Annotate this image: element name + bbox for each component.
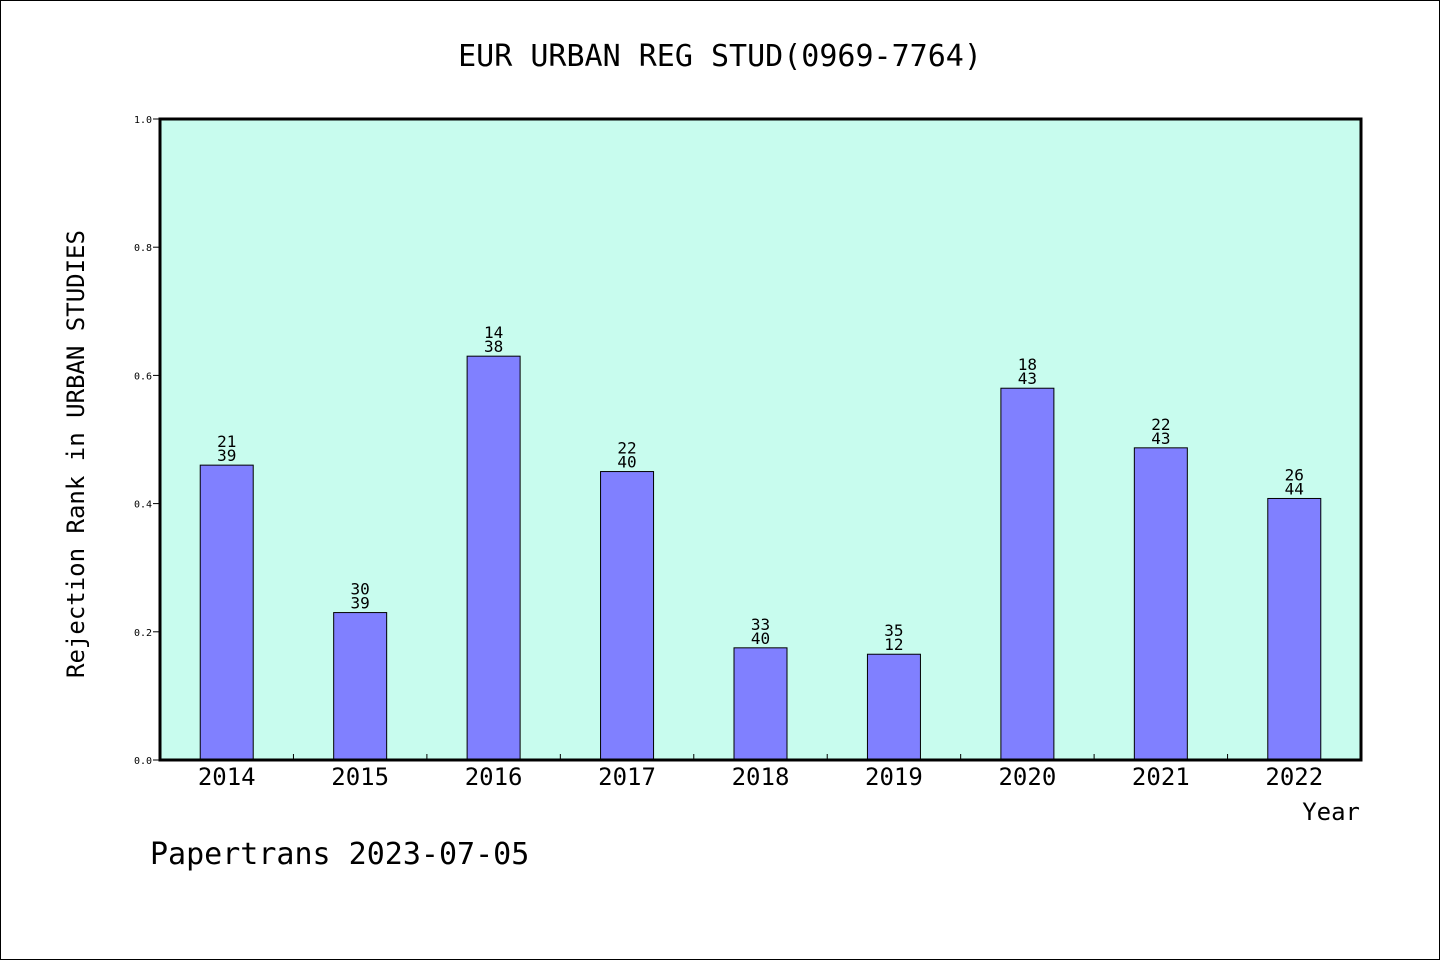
y-tick-label: 0.8 bbox=[134, 243, 152, 254]
bar-label-2021: 22 bbox=[1151, 415, 1170, 434]
x-axis-ticks: 2014 2015 2016 2017 2018 2019 2020 2021 2022 bbox=[198, 754, 1323, 791]
bar-label-2014: 39 bbox=[217, 446, 236, 465]
bar-label-2017: 22 bbox=[617, 439, 636, 458]
y-tick-label: 0.2 bbox=[134, 628, 152, 639]
x-tick-label: 2021 bbox=[1132, 763, 1190, 791]
x-tick-label: 2020 bbox=[998, 763, 1056, 791]
bar-label-2016: 38 bbox=[484, 337, 503, 356]
bar-2016 bbox=[466, 355, 521, 761]
bar-label-2017: 40 bbox=[617, 453, 636, 472]
y-tick-label: 1.0 bbox=[134, 115, 152, 126]
x-tick-label: 2022 bbox=[1265, 763, 1323, 791]
bar-label-2018: 40 bbox=[751, 629, 770, 648]
bar-2021 bbox=[1133, 447, 1188, 761]
bar-label-2020: 18 bbox=[1018, 355, 1037, 374]
bar-label-2014: 21 bbox=[217, 432, 236, 451]
plot-border bbox=[158, 117, 1363, 762]
bar-label-2019: 12 bbox=[884, 635, 903, 654]
footer-text: Papertrans 2023-07-05 bbox=[150, 837, 529, 872]
x-tick-label: 2019 bbox=[865, 763, 923, 791]
x-axis-title: Year bbox=[1302, 798, 1360, 826]
bar-2014 bbox=[199, 464, 254, 761]
x-tick-label: 2018 bbox=[732, 763, 790, 791]
y-tick-label: 0.6 bbox=[134, 371, 152, 382]
x-tick-label: 2017 bbox=[598, 763, 656, 791]
bar-2017 bbox=[600, 471, 655, 761]
bar-2015 bbox=[333, 612, 388, 761]
y-axis-ticks: 0.0 0.2 0.4 0.6 0.8 1.0 bbox=[134, 115, 160, 767]
y-tick-label: 0.4 bbox=[134, 500, 152, 511]
x-tick-label: 2014 bbox=[198, 763, 256, 791]
bar-label-2015: 39 bbox=[351, 594, 370, 613]
bar-label-2022: 26 bbox=[1285, 465, 1304, 484]
x-tick-label: 2015 bbox=[331, 763, 389, 791]
x-tick-label: 2016 bbox=[465, 763, 523, 791]
bar-label-2015: 30 bbox=[351, 580, 370, 599]
bar-2020 bbox=[1000, 387, 1055, 761]
bar-label-2016: 14 bbox=[484, 323, 503, 342]
chart-title: EUR URBAN REG STUD(0969-7764) bbox=[458, 39, 982, 74]
bar-label-2021: 43 bbox=[1151, 429, 1170, 448]
y-tick-label: 0.0 bbox=[134, 756, 152, 767]
bar-2022 bbox=[1267, 497, 1322, 761]
bar-label-2018: 33 bbox=[751, 615, 770, 634]
bars-group bbox=[199, 355, 1322, 761]
bar-2019 bbox=[866, 653, 921, 761]
bar-label-2019: 35 bbox=[884, 621, 903, 640]
bar-2018 bbox=[733, 647, 788, 761]
y-axis-title: Rejection Rank in URBAN STUDIES bbox=[62, 230, 90, 678]
bar-label-2020: 43 bbox=[1018, 369, 1037, 388]
bar-label-2022: 44 bbox=[1285, 479, 1304, 498]
